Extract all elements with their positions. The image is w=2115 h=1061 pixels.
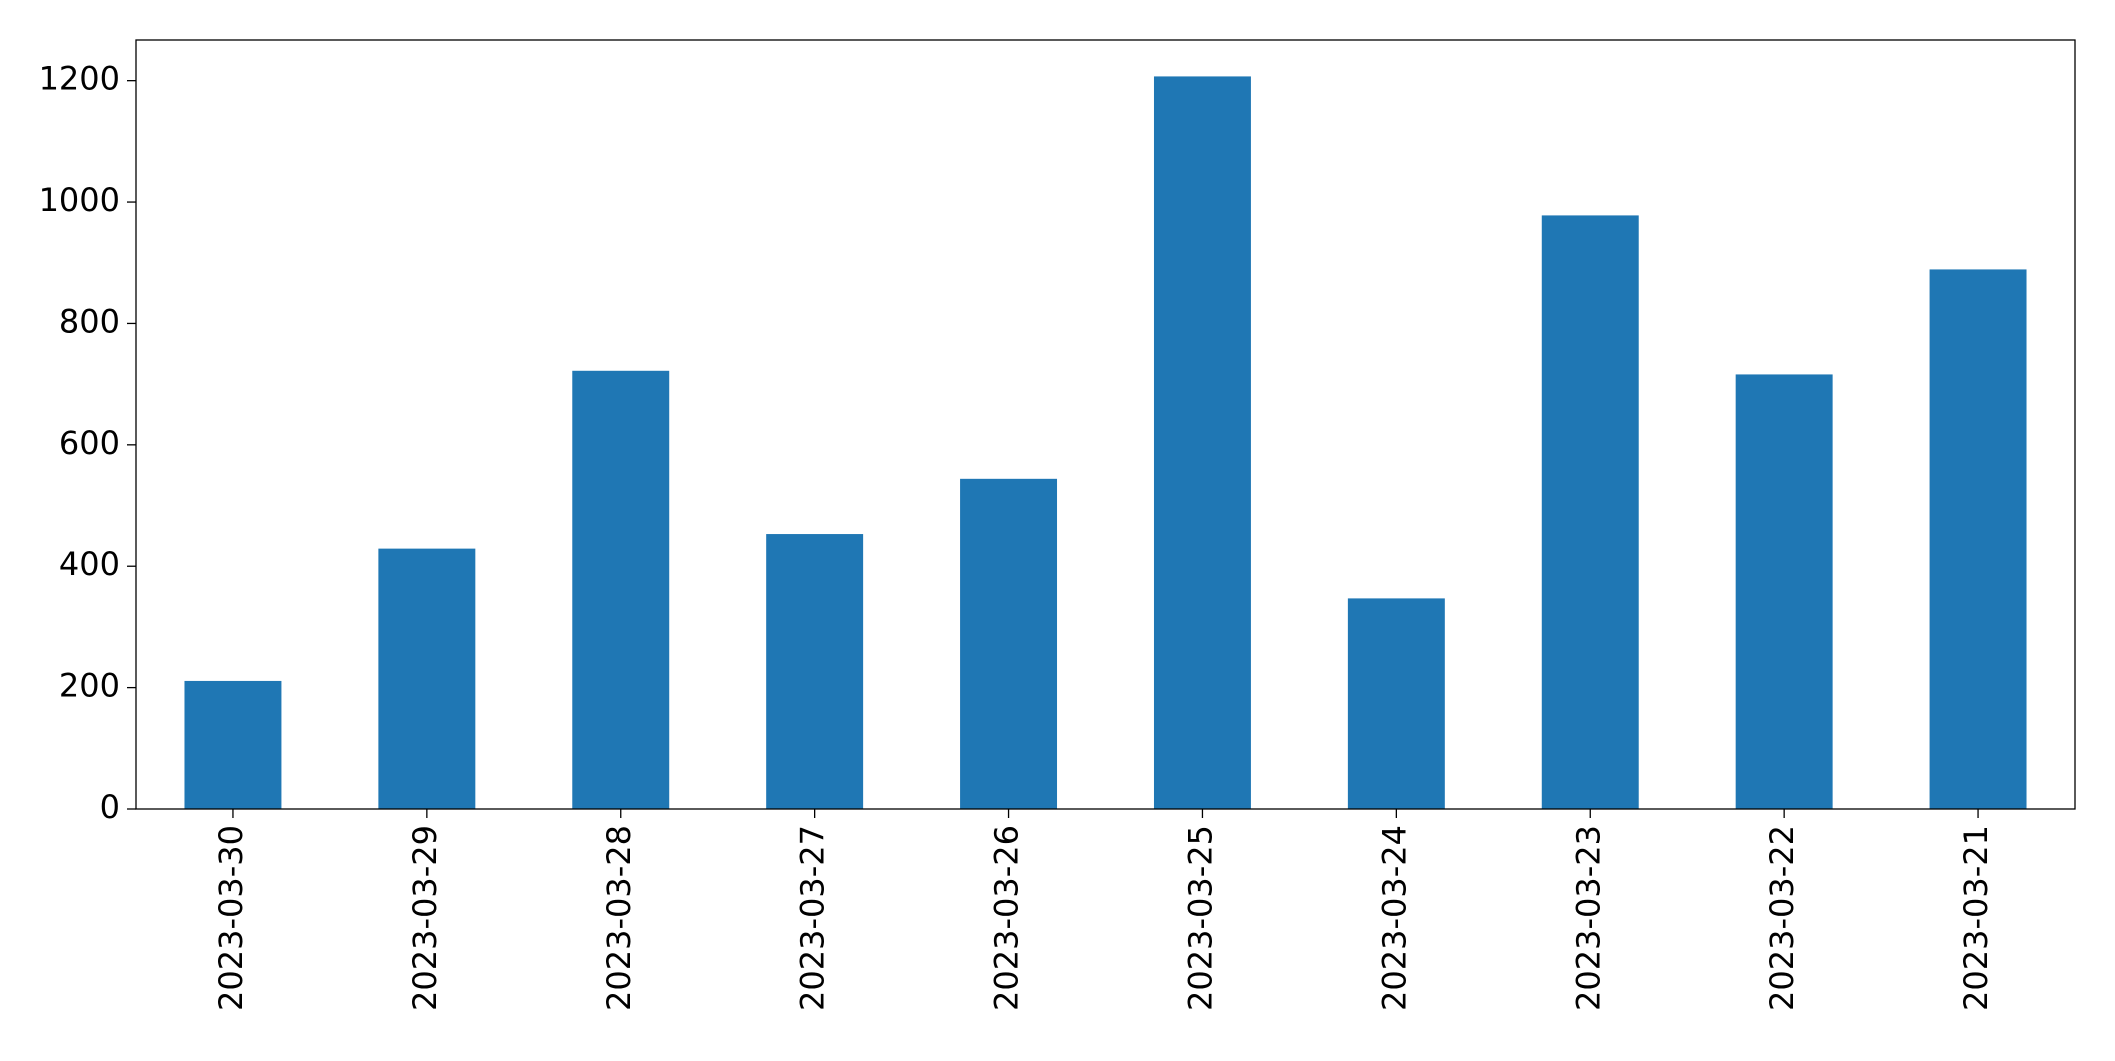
bar [1735,374,1833,809]
y-tick-label: 600 [59,424,120,462]
bar [960,478,1058,809]
bar [1153,76,1251,809]
x-tick-label: 2023-03-24 [1375,825,1413,1011]
y-tick-label: 800 [59,302,120,340]
x-tick-label: 2023-03-27 [794,825,832,1011]
x-tick-label: 2023-03-22 [1763,825,1801,1011]
y-tick-label: 1000 [39,181,120,219]
x-tick-label: 2023-03-23 [1569,825,1607,1011]
plot-frame [135,39,2076,810]
y-tick-label: 0 [100,788,120,826]
x-tick-label: 2023-03-29 [406,825,444,1011]
bar [184,680,282,809]
bar [572,370,670,809]
bar [378,548,476,809]
x-tick-label: 2023-03-26 [988,825,1026,1011]
x-tick-label: 2023-03-28 [600,825,638,1011]
x-tick-label: 2023-03-21 [1957,825,1995,1011]
y-tick-label: 400 [59,545,120,583]
bar [1541,215,1639,810]
y-tick-label: 200 [59,667,120,705]
bar [1929,269,2027,809]
x-tick-label: 2023-03-30 [212,825,250,1011]
y-tick-label: 1200 [39,60,120,98]
bar [1347,598,1445,809]
x-tick-label: 2023-03-25 [1181,825,1219,1011]
bar [766,534,864,809]
